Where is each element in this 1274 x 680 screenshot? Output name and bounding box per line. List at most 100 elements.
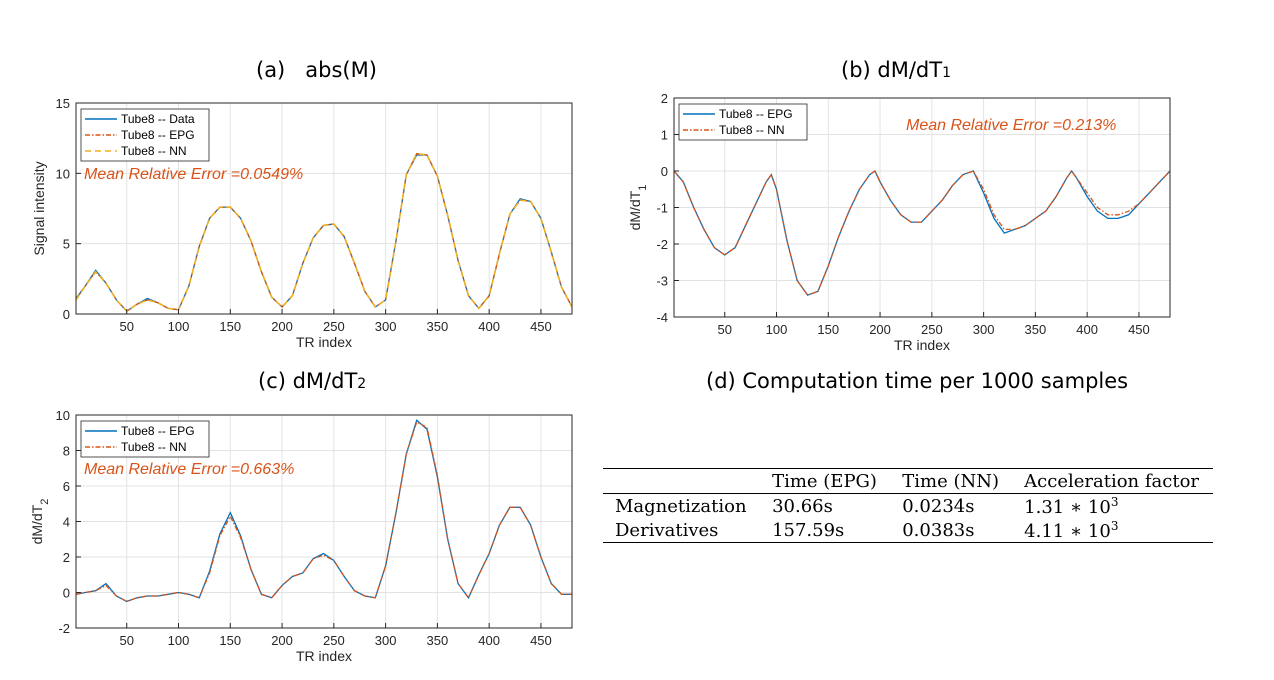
row-accel-base: 4.11 ∗ 10 — [1024, 521, 1111, 542]
row-epg: 157.59s — [772, 520, 845, 541]
table-header-nn: Time (NN) — [902, 471, 999, 492]
x-tick-label: 400 — [1076, 322, 1098, 337]
legend-label: Tube8 -- NN — [719, 123, 785, 137]
y-tick-label: -2 — [656, 237, 668, 252]
x-tick-label: 450 — [1128, 322, 1150, 337]
x-tick-label: 350 — [427, 319, 449, 334]
legend: Tube8 -- Data Tube8 -- EPG Tube8 -- NN — [80, 108, 210, 162]
x-tick-label: 300 — [375, 633, 397, 648]
table-header-epg: Time (EPG) — [772, 471, 877, 492]
y-axis-label: Signal intensity — [31, 161, 47, 255]
x-tick-label: 100 — [766, 322, 788, 337]
x-tick-label: 100 — [168, 319, 190, 334]
x-tick-label: 50 — [718, 322, 732, 337]
x-tick-label: 400 — [478, 319, 500, 334]
error-annotation: Mean Relative Error =0.213% — [906, 117, 1116, 134]
legend-label: Tube8 -- EPG — [121, 424, 195, 438]
row-accel-exp: 3 — [1110, 495, 1119, 509]
legend-label: Tube8 -- Data — [121, 112, 195, 126]
legend-label: Tube8 -- NN — [121, 440, 187, 454]
x-axis-label: TR index — [296, 648, 352, 664]
x-tick-label: 200 — [271, 319, 293, 334]
series-line-1 — [673, 169, 1171, 296]
x-tick-label: 300 — [375, 319, 397, 334]
axes-box — [75, 102, 573, 315]
x-tick-label: 50 — [120, 633, 134, 648]
panel-c-title: (c) dM/dT2 — [258, 369, 367, 393]
x-tick-label: 150 — [219, 319, 241, 334]
row-nn: 0.0383s — [902, 520, 975, 541]
y-axis-label-sub: 2 — [39, 499, 51, 505]
y-axis-label-sub: 1 — [637, 185, 649, 191]
y-tick-label: 5 — [63, 237, 70, 252]
x-tick-label: 150 — [817, 322, 839, 337]
x-tick-label: 250 — [323, 319, 345, 334]
y-tick-label: 1 — [661, 128, 668, 143]
row-epg: 30.66s — [772, 496, 833, 517]
y-tick-label: 0 — [661, 164, 668, 179]
x-tick-label: 100 — [168, 633, 190, 648]
y-tick-label: 2 — [661, 91, 668, 106]
y-tick-label: -1 — [656, 201, 668, 216]
legend-box — [80, 108, 210, 162]
y-tick-label: 6 — [63, 479, 70, 494]
y-tick-label: 10 — [56, 408, 70, 423]
error-annotation: Mean Relative Error =0.0549% — [84, 166, 303, 183]
x-tick-label: 400 — [478, 633, 500, 648]
y-tick-label: 15 — [56, 96, 70, 111]
x-tick-label: 450 — [530, 633, 552, 648]
y-tick-label: -2 — [58, 621, 70, 636]
computation-time-table: Time (EPG) Time (NN) Acceleration factor… — [603, 468, 1213, 543]
table-row: Derivatives 157.59s 0.0383s 4.11 ∗ 103 — [603, 518, 1213, 543]
row-nn: 0.0234s — [902, 496, 975, 517]
x-axis-label: TR index — [894, 337, 950, 353]
panel-d-title: (d) Computation time per 1000 samples — [706, 369, 1129, 393]
y-tick-label: 10 — [56, 166, 70, 181]
x-tick-label: 300 — [973, 322, 995, 337]
row-label: Derivatives — [615, 520, 719, 541]
row-label: Magnetization — [615, 496, 747, 517]
legend: Tube8 -- EPG Tube8 -- NN — [678, 103, 808, 141]
y-tick-label: 0 — [63, 307, 70, 322]
legend-box — [678, 103, 808, 141]
series-line-3 — [75, 152, 573, 313]
x-tick-label: 450 — [530, 319, 552, 334]
x-tick-label: 150 — [219, 633, 241, 648]
x-axis-label: TR index — [296, 334, 352, 350]
x-tick-label: 250 — [921, 322, 943, 337]
panel-b-title: (b) dM/dT1 — [841, 58, 951, 82]
x-tick-label: 250 — [323, 633, 345, 648]
y-tick-label: 0 — [63, 586, 70, 601]
panel-c-title-sub: 2 — [357, 376, 367, 392]
y-tick-label: 2 — [63, 550, 70, 565]
row-accel: 1.31 ∗ 103 — [1012, 494, 1213, 518]
y-tick-label: -3 — [656, 274, 668, 289]
error-annotation: Mean Relative Error =0.663% — [84, 461, 294, 478]
x-tick-label: 200 — [271, 633, 293, 648]
y-tick-label: 8 — [63, 444, 70, 459]
table-row: Magnetization 30.66s 0.0234s 1.31 ∗ 103 — [603, 494, 1213, 518]
legend-label: Tube8 -- NN — [121, 144, 187, 158]
series-line-2 — [75, 421, 572, 603]
legend-label: Tube8 -- EPG — [719, 107, 793, 121]
y-tick-label: 4 — [63, 515, 70, 530]
y-tick-label: -4 — [656, 310, 668, 325]
table-header-row: Time (EPG) Time (NN) Acceleration factor — [603, 468, 1213, 494]
legend-box — [80, 420, 210, 458]
x-tick-label: 200 — [869, 322, 891, 337]
x-tick-label: 350 — [1025, 322, 1047, 337]
x-tick-label: 50 — [120, 319, 134, 334]
row-accel-exp: 3 — [1110, 519, 1119, 533]
panel-b-title-sub: 1 — [942, 65, 951, 81]
x-tick-label: 350 — [427, 633, 449, 648]
row-accel: 4.11 ∗ 103 — [1012, 518, 1213, 543]
series-line-2 — [75, 152, 573, 313]
table-header-accel: Acceleration factor — [1024, 471, 1200, 492]
legend-label: Tube8 -- EPG — [121, 128, 195, 142]
legend: Tube8 -- EPG Tube8 -- NN — [80, 420, 210, 458]
row-accel-base: 1.31 ∗ 10 — [1024, 497, 1111, 518]
panel-a-title: (a) abs(M) — [256, 58, 377, 82]
